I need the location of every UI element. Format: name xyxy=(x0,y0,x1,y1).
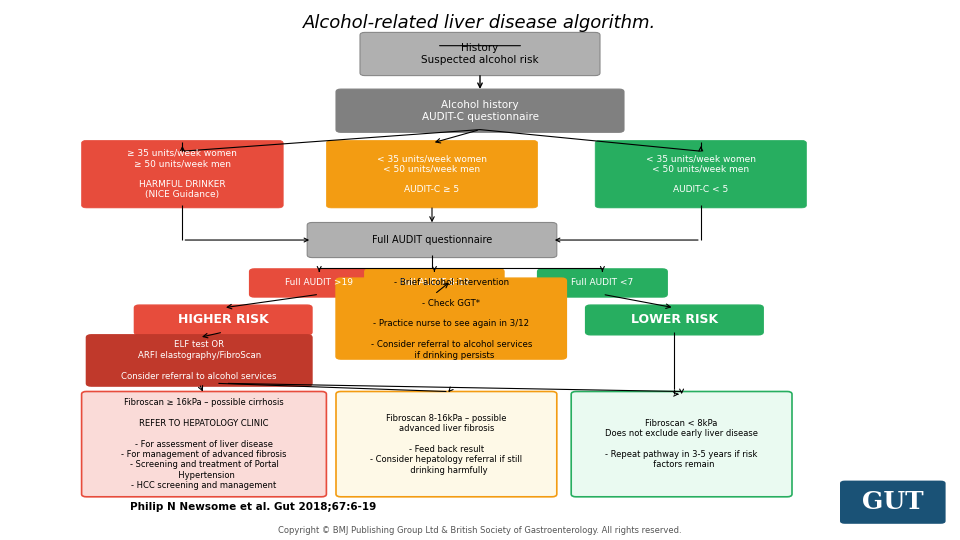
FancyBboxPatch shape xyxy=(250,269,389,297)
Text: < 35 units/week women
< 50 units/week men

AUDIT-C < 5: < 35 units/week women < 50 units/week me… xyxy=(646,154,756,194)
FancyBboxPatch shape xyxy=(365,269,504,297)
FancyBboxPatch shape xyxy=(840,481,946,524)
Text: - Brief alcohol intervention

- Check GGT*

- Practice nurse to see again in 3/1: - Brief alcohol intervention - Check GGT… xyxy=(371,278,532,360)
Text: Full AUDIT <7: Full AUDIT <7 xyxy=(571,279,634,287)
FancyBboxPatch shape xyxy=(86,335,312,386)
FancyBboxPatch shape xyxy=(360,32,600,76)
Text: Fibroscan 8-16kPa – possible
advanced liver fibrosis

- Feed back result
- Consi: Fibroscan 8-16kPa – possible advanced li… xyxy=(371,414,522,475)
FancyBboxPatch shape xyxy=(336,392,557,497)
Text: ELF test OR
ARFI elastography/FibroScan

Consider referral to alcohol services: ELF test OR ARFI elastography/FibroScan … xyxy=(122,340,276,381)
FancyBboxPatch shape xyxy=(336,89,624,132)
FancyBboxPatch shape xyxy=(82,140,283,208)
FancyBboxPatch shape xyxy=(326,140,538,208)
Text: Full AUDIT questionnaire: Full AUDIT questionnaire xyxy=(372,235,492,245)
Text: ≥ 35 units/week women
≥ 50 units/week men

HARMFUL DRINKER
(NICE Guidance): ≥ 35 units/week women ≥ 50 units/week me… xyxy=(128,149,237,199)
Text: Alcohol history
AUDIT-C questionnaire: Alcohol history AUDIT-C questionnaire xyxy=(421,100,539,122)
Text: GUT: GUT xyxy=(862,490,924,514)
Text: Copyright © BMJ Publishing Group Ltd & British Society of Gastroenterology. All : Copyright © BMJ Publishing Group Ltd & B… xyxy=(278,526,682,535)
FancyBboxPatch shape xyxy=(595,140,806,208)
Text: Fibroscan < 8kPa
Does not exclude early liver disease

- Repeat pathway in 3-5 y: Fibroscan < 8kPa Does not exclude early … xyxy=(605,419,758,469)
Text: LOWER RISK: LOWER RISK xyxy=(631,313,718,327)
Text: Full AUDIT 8-19: Full AUDIT 8-19 xyxy=(399,279,469,287)
Text: < 35 units/week women
< 50 units/week men

AUDIT-C ≥ 5: < 35 units/week women < 50 units/week me… xyxy=(377,154,487,194)
Text: Philip N Newsome et al. Gut 2018;67:6-19: Philip N Newsome et al. Gut 2018;67:6-19 xyxy=(130,502,376,511)
Text: Alcohol-related liver disease algorithm.: Alcohol-related liver disease algorithm. xyxy=(303,14,657,32)
FancyBboxPatch shape xyxy=(538,269,667,297)
FancyBboxPatch shape xyxy=(336,278,566,359)
FancyBboxPatch shape xyxy=(307,222,557,258)
Text: HIGHER RISK: HIGHER RISK xyxy=(178,313,269,327)
Text: Fibroscan ≥ 16kPa – possible cirrhosis

REFER TO HEPATOLOGY CLINIC

- For assess: Fibroscan ≥ 16kPa – possible cirrhosis R… xyxy=(121,398,287,490)
FancyBboxPatch shape xyxy=(586,305,763,335)
Text: History
Suspected alcohol risk: History Suspected alcohol risk xyxy=(421,43,539,65)
FancyBboxPatch shape xyxy=(134,305,312,335)
Text: Full AUDIT >19: Full AUDIT >19 xyxy=(285,279,353,287)
FancyBboxPatch shape xyxy=(571,392,792,497)
FancyBboxPatch shape xyxy=(82,392,326,497)
